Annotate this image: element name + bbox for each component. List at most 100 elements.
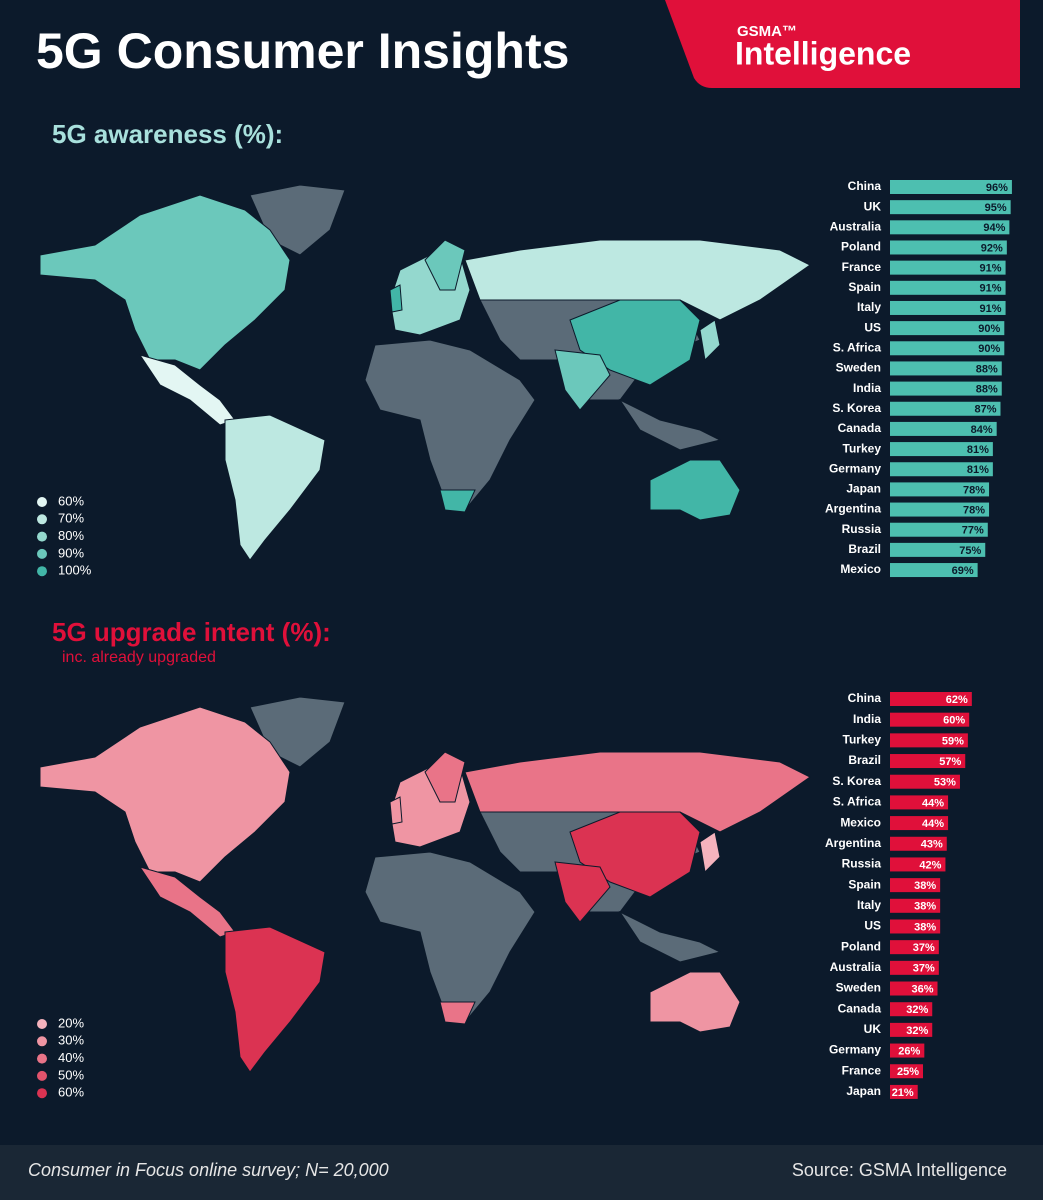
bar bbox=[890, 522, 988, 537]
category-label: China bbox=[848, 691, 882, 705]
category-label: China bbox=[848, 179, 882, 193]
category-label: Germany bbox=[829, 1043, 881, 1057]
value-label: 92% bbox=[981, 242, 1003, 254]
legend-label: 80% bbox=[58, 528, 84, 543]
category-label: Argentina bbox=[825, 836, 881, 850]
category-label: S. Africa bbox=[833, 340, 882, 354]
category-label: Turkey bbox=[843, 441, 882, 455]
category-label: Sweden bbox=[836, 981, 881, 995]
value-label: 32% bbox=[906, 1025, 928, 1037]
bar bbox=[890, 502, 990, 517]
value-label: 91% bbox=[980, 263, 1002, 275]
category-label: US bbox=[864, 320, 881, 334]
category-label: Brazil bbox=[848, 542, 881, 556]
value-label: 81% bbox=[967, 444, 989, 456]
country-region bbox=[439, 489, 476, 513]
category-label: Poland bbox=[841, 939, 881, 953]
legend-label: 100% bbox=[58, 563, 92, 578]
legend-label: 90% bbox=[58, 545, 84, 560]
legend-swatch bbox=[37, 1036, 47, 1047]
value-label: 90% bbox=[978, 343, 1000, 355]
bar bbox=[890, 180, 1012, 194]
bar bbox=[890, 1064, 923, 1079]
legend-label: 30% bbox=[58, 1033, 84, 1048]
legend-swatch bbox=[37, 566, 47, 577]
country-region bbox=[424, 751, 466, 803]
category-label: Canada bbox=[838, 421, 882, 435]
value-label: 75% bbox=[959, 545, 981, 557]
legend-label: 70% bbox=[58, 511, 84, 526]
value-label: 95% bbox=[985, 202, 1007, 214]
bar bbox=[890, 462, 993, 477]
bar bbox=[890, 361, 1002, 376]
section-title: 5G awareness (%): bbox=[52, 119, 283, 149]
value-label: 88% bbox=[976, 363, 998, 375]
category-label: US bbox=[864, 919, 881, 933]
category-label: Japan bbox=[846, 1084, 881, 1098]
bar bbox=[890, 1084, 918, 1099]
bar bbox=[890, 816, 949, 831]
category-label: France bbox=[842, 260, 882, 274]
value-label: 59% bbox=[942, 735, 964, 747]
world-map bbox=[39, 696, 811, 1073]
bar bbox=[890, 960, 939, 975]
bar bbox=[890, 442, 993, 457]
value-label: 60% bbox=[943, 715, 965, 727]
legend-swatch bbox=[37, 497, 47, 507]
legend-label: 50% bbox=[58, 1067, 84, 1082]
country-region bbox=[554, 861, 611, 923]
bar bbox=[890, 919, 941, 934]
country-region bbox=[224, 414, 326, 561]
bar bbox=[890, 200, 1011, 215]
bar bbox=[890, 754, 966, 769]
value-label: 94% bbox=[983, 222, 1005, 234]
country-region bbox=[364, 851, 536, 1023]
category-label: Argentina bbox=[825, 502, 881, 516]
category-label: S. Africa bbox=[833, 795, 882, 809]
footer-source: Source: GSMA Intelligence bbox=[792, 1160, 1007, 1180]
category-label: Canada bbox=[838, 1001, 882, 1015]
category-label: Japan bbox=[846, 482, 881, 496]
category-label: Australia bbox=[830, 960, 882, 974]
value-label: 96% bbox=[986, 182, 1008, 194]
value-label: 32% bbox=[906, 1004, 928, 1016]
section-title: 5G upgrade intent (%): bbox=[52, 617, 331, 647]
bar bbox=[890, 836, 947, 851]
bar bbox=[890, 981, 938, 996]
category-label: Poland bbox=[841, 240, 881, 254]
value-label: 84% bbox=[971, 424, 993, 436]
value-label: 69% bbox=[952, 565, 974, 577]
category-label: Spain bbox=[848, 280, 881, 294]
bar bbox=[890, 482, 990, 497]
bar bbox=[890, 240, 1007, 255]
bar bbox=[890, 878, 941, 893]
country-region bbox=[618, 398, 722, 451]
value-label: 25% bbox=[897, 1066, 919, 1078]
bar bbox=[890, 563, 978, 578]
value-label: 81% bbox=[967, 464, 989, 476]
country-region bbox=[649, 971, 741, 1033]
category-label: UK bbox=[864, 199, 882, 213]
category-label: Spain bbox=[848, 877, 881, 891]
bar bbox=[890, 857, 946, 872]
value-label: 62% bbox=[946, 694, 968, 706]
value-label: 90% bbox=[978, 323, 1000, 335]
value-label: 38% bbox=[914, 901, 936, 913]
bar bbox=[890, 692, 972, 706]
bar bbox=[890, 733, 968, 748]
legend-label: 40% bbox=[58, 1050, 84, 1065]
value-label: 57% bbox=[939, 756, 961, 768]
country-region bbox=[39, 706, 291, 883]
category-label: UK bbox=[864, 1022, 882, 1036]
value-label: 21% bbox=[892, 1087, 914, 1099]
bar bbox=[890, 795, 949, 810]
value-label: 44% bbox=[922, 818, 944, 830]
value-label: 87% bbox=[974, 404, 996, 416]
value-label: 36% bbox=[911, 983, 933, 995]
legend-label: 60% bbox=[58, 1085, 84, 1100]
category-label: France bbox=[842, 1063, 882, 1077]
value-label: 78% bbox=[963, 484, 985, 496]
bar bbox=[890, 300, 1006, 315]
category-label: India bbox=[853, 381, 881, 395]
